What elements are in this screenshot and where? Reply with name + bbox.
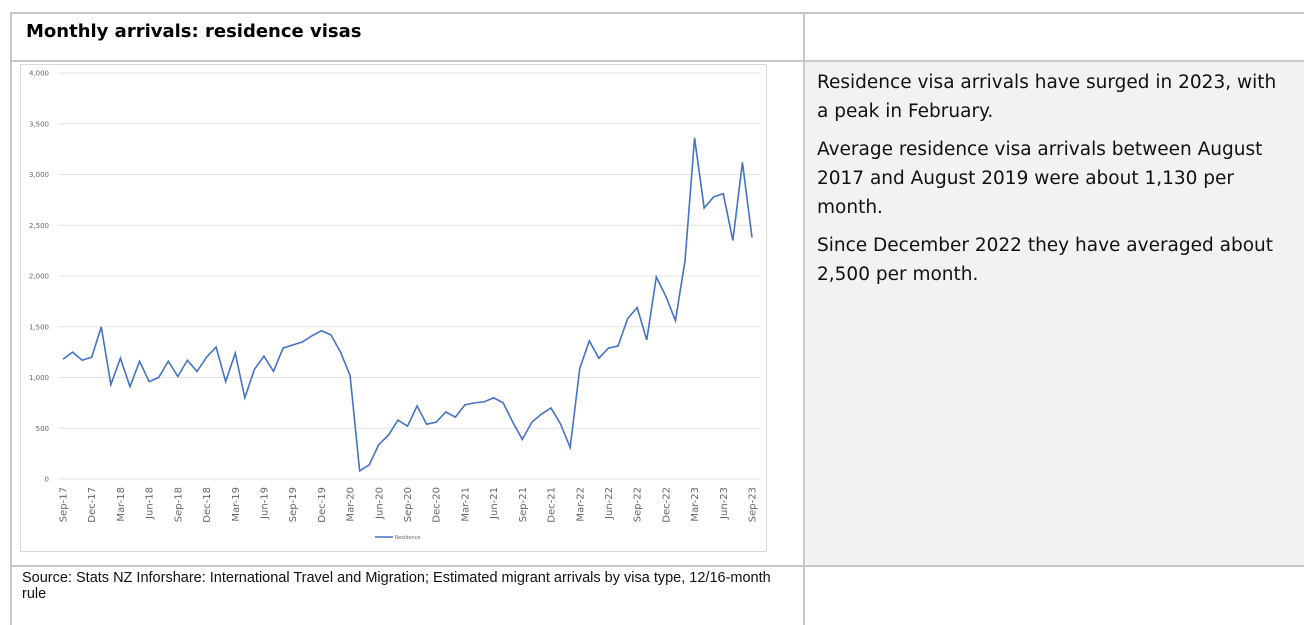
x-tick-label: Dec-19	[317, 487, 328, 523]
commentary-cell: Residence visa arrivals have surged in 2…	[803, 60, 1304, 567]
y-tick-label: 3,000	[29, 171, 49, 179]
x-tick-label: Dec-18	[202, 487, 213, 523]
x-tick-label: Mar-18	[116, 487, 127, 522]
legend-label: Residence	[395, 535, 421, 541]
empty-cell	[803, 565, 1304, 625]
x-tick-label: Sep-18	[173, 487, 184, 522]
x-tick-label: Jun-22	[604, 487, 615, 520]
title: Monthly arrivals: residence visas	[26, 21, 362, 42]
y-tick-label: 1,000	[29, 374, 49, 382]
x-tick-label: Sep-22	[633, 487, 644, 522]
x-tick-label: Sep-20	[403, 487, 414, 522]
line	[62, 137, 753, 473]
empty-cell	[803, 12, 1304, 62]
x-tick-label: Jun-19	[259, 487, 270, 520]
x-tick-label: Jun-18	[145, 487, 156, 520]
x-tick-label: Mar-20	[346, 487, 357, 522]
y-tick-label: 500	[36, 425, 49, 433]
y-tick-label: 4,000	[29, 70, 49, 78]
x-tick-label: Jun-23	[719, 487, 730, 520]
x-tick-label: Jun-21	[489, 487, 500, 520]
x-tick-label: Jun-20	[374, 487, 385, 520]
x-tick-label: Dec-20	[432, 487, 443, 523]
paragraph: Residence visa arrivals have surged in 2…	[817, 72, 1277, 122]
paragraph: Since December 2022 they have averaged a…	[817, 235, 1274, 285]
x-tick-label: Dec-21	[547, 487, 558, 523]
paragraph: Average residence visa arrivals between …	[817, 139, 1263, 218]
source-cell: Source: Stats NZ Inforshare: Internation…	[10, 565, 805, 625]
x-tick-label: Mar-22	[575, 487, 586, 522]
x-tick-label: Mar-23	[690, 487, 701, 522]
y-tick-label: 3,500	[29, 120, 49, 128]
source: Source: Stats NZ Inforshare: Internation…	[22, 570, 771, 602]
y-tick-label: 2,000	[29, 273, 49, 281]
x-tick-label: Mar-19	[231, 487, 242, 522]
y-tick-label: 1,500	[29, 323, 49, 331]
title-cell: Monthly arrivals: residence visas	[10, 12, 805, 62]
chart: 0 500 1,000 1,500 2,000 2,500 3,000 3,500 4,000 S…	[20, 64, 767, 552]
x-tick-label: Sep-19	[288, 487, 299, 522]
x-tick-label: Dec-17	[87, 487, 98, 523]
x-tick-label: Sep-21	[518, 487, 529, 522]
y-tick-label: 0	[45, 476, 49, 484]
x-tick-label: Sep-23	[748, 487, 759, 522]
y-tick-label: 2,500	[29, 222, 49, 230]
x-tick-label: Dec-22	[661, 487, 672, 523]
x-tick-label: Sep-17	[59, 487, 70, 522]
x-tick-label: Mar-21	[460, 487, 471, 522]
